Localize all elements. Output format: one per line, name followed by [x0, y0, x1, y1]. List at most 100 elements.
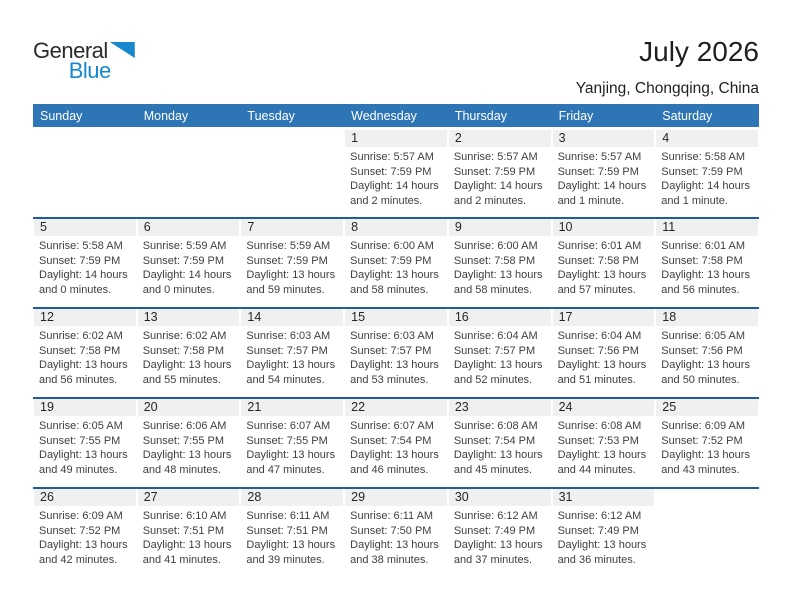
calendar-day-cell: 14 Sunrise: 6:03 AM Sunset: 7:57 PM Dayligh… — [240, 309, 344, 397]
day-details: Sunrise: 5:59 AM Sunset: 7:59 PM Daylight:… — [241, 236, 343, 297]
daylight-text: Daylight: 13 hours and 56 minutes. — [661, 269, 750, 296]
calendar-day-cell: 12 Sunrise: 6:02 AM Sunset: 7:58 PM Dayligh… — [33, 309, 137, 397]
sunset-text: Sunset: 7:56 PM — [661, 344, 743, 357]
logo-triangle-icon — [109, 42, 135, 58]
daylight-text: Daylight: 13 hours and 52 minutes. — [453, 359, 543, 386]
date-number: 1 — [345, 130, 447, 147]
calendar-day-cell: 10 Sunrise: 6:01 AM Sunset: 7:58 PM Dayligh… — [552, 219, 656, 307]
sunset-text: Sunset: 7:59 PM — [557, 165, 639, 178]
sunrise-text: Sunrise: 6:02 AM — [142, 330, 227, 342]
calendar-day-cell-empty — [240, 127, 344, 217]
sunrise-text: Sunrise: 6:04 AM — [557, 330, 642, 342]
date-number: 21 — [241, 399, 344, 416]
weekday-header-thursday: Thursday — [454, 108, 507, 123]
day-details: Sunrise: 6:08 AM Sunset: 7:53 PM Daylight:… — [553, 416, 655, 477]
calendar-day-cell: 15 Sunrise: 6:03 AM Sunset: 7:57 PM Dayligh… — [344, 309, 448, 397]
weekday-header-sunday: Sunday — [40, 108, 83, 123]
sunset-text: Sunset: 7:55 PM — [39, 434, 121, 447]
sunset-text: Sunset: 7:56 PM — [557, 344, 639, 357]
date-number: 5 — [34, 219, 136, 236]
day-details: Sunrise: 6:03 AM Sunset: 7:57 PM Daylight:… — [241, 326, 343, 387]
calendar-day-cell: 18 Sunrise: 6:05 AM Sunset: 7:56 PM Dayligh… — [655, 309, 759, 397]
daylight-text: Daylight: 13 hours and 55 minutes. — [142, 359, 232, 386]
date-number: 12 — [34, 309, 136, 326]
calendar-day-cell: 24 Sunrise: 6:08 AM Sunset: 7:53 PM Dayligh… — [552, 399, 656, 487]
date-number: 30 — [448, 489, 551, 506]
location-subtitle: Yanjing, Chongqing, China — [575, 80, 759, 97]
sunrise-text: Sunrise: 6:08 AM — [453, 420, 538, 432]
date-number: 3 — [552, 130, 655, 147]
day-details: Sunrise: 6:03 AM Sunset: 7:57 PM Daylight:… — [345, 326, 447, 387]
calendar-day-cell: 21 Sunrise: 6:07 AM Sunset: 7:55 PM Dayligh… — [240, 399, 344, 487]
sunrise-text: Sunrise: 6:03 AM — [350, 330, 434, 342]
day-details: Sunrise: 6:04 AM Sunset: 7:57 PM Daylight:… — [449, 326, 551, 387]
day-details: Sunrise: 6:07 AM Sunset: 7:54 PM Daylight:… — [345, 416, 447, 477]
sunrise-text: Sunrise: 6:11 AM — [350, 510, 434, 522]
sunrise-text: Sunrise: 5:58 AM — [661, 151, 746, 163]
sunset-text: Sunset: 7:52 PM — [661, 434, 743, 447]
daylight-text: Daylight: 13 hours and 37 minutes. — [453, 539, 543, 566]
day-details: Sunrise: 5:57 AM Sunset: 7:59 PM Daylight:… — [553, 147, 655, 208]
daylight-text: Daylight: 13 hours and 44 minutes. — [557, 449, 647, 476]
daylight-text: Daylight: 14 hours and 0 minutes. — [142, 269, 232, 296]
daylight-text: Daylight: 13 hours and 51 minutes. — [557, 359, 647, 386]
date-number: 20 — [137, 399, 240, 416]
sunset-text: Sunset: 7:59 PM — [39, 254, 121, 267]
sunrise-text: Sunrise: 6:11 AM — [246, 510, 330, 522]
daylight-text: Daylight: 13 hours and 47 minutes. — [246, 449, 336, 476]
sunset-text: Sunset: 7:49 PM — [453, 524, 536, 537]
daylight-text: Daylight: 13 hours and 38 minutes. — [350, 539, 439, 566]
sunset-text: Sunset: 7:51 PM — [246, 524, 328, 537]
sunset-text: Sunset: 7:57 PM — [453, 344, 536, 357]
sunrise-text: Sunrise: 6:09 AM — [661, 420, 746, 432]
calendar-day-cell: 4 Sunrise: 5:58 AM Sunset: 7:59 PM Daylight… — [655, 127, 759, 217]
sunrise-text: Sunrise: 6:07 AM — [246, 420, 331, 432]
sunrise-text: Sunrise: 6:01 AM — [661, 240, 746, 252]
day-details: Sunrise: 6:02 AM Sunset: 7:58 PM Daylight:… — [34, 326, 136, 387]
date-number: 17 — [552, 309, 655, 326]
calendar-day-cell: 2 Sunrise: 5:57 AM Sunset: 7:59 PM Daylight… — [448, 127, 552, 217]
day-details: Sunrise: 6:09 AM Sunset: 7:52 PM Daylight:… — [34, 506, 136, 567]
calendar-day-cell: 30 Sunrise: 6:12 AM Sunset: 7:49 PM Dayligh… — [448, 489, 552, 577]
calendar-day-cell-empty — [33, 127, 137, 217]
date-number: 8 — [345, 219, 447, 236]
daylight-text: Daylight: 13 hours and 58 minutes. — [350, 269, 439, 296]
weekday-header-wednesday: Wednesday — [351, 108, 417, 123]
sunrise-text: Sunrise: 6:00 AM — [453, 240, 538, 252]
date-number: 26 — [34, 489, 136, 506]
date-number: 16 — [448, 309, 551, 326]
calendar-day-cell: 28 Sunrise: 6:11 AM Sunset: 7:51 PM Dayligh… — [240, 489, 344, 577]
day-details: Sunrise: 5:58 AM Sunset: 7:59 PM Daylight:… — [34, 236, 136, 297]
calendar-day-cell-empty — [655, 489, 759, 577]
daylight-text: Daylight: 13 hours and 45 minutes. — [453, 449, 543, 476]
daylight-text: Daylight: 14 hours and 0 minutes. — [39, 269, 128, 296]
sunset-text: Sunset: 7:58 PM — [39, 344, 121, 357]
date-number: 10 — [552, 219, 655, 236]
sunrise-text: Sunrise: 6:03 AM — [246, 330, 331, 342]
day-details: Sunrise: 6:04 AM Sunset: 7:56 PM Daylight:… — [553, 326, 655, 387]
calendar-day-cell: 19 Sunrise: 6:05 AM Sunset: 7:55 PM Dayligh… — [33, 399, 137, 487]
sunset-text: Sunset: 7:55 PM — [246, 434, 328, 447]
calendar-day-cell: 7 Sunrise: 5:59 AM Sunset: 7:59 PM Daylight… — [240, 219, 344, 307]
day-details: Sunrise: 6:07 AM Sunset: 7:55 PM Daylight:… — [241, 416, 343, 477]
sunrise-text: Sunrise: 5:59 AM — [246, 240, 331, 252]
calendar-day-cell: 31 Sunrise: 6:12 AM Sunset: 7:49 PM Dayligh… — [552, 489, 656, 577]
daylight-text: Daylight: 13 hours and 54 minutes. — [246, 359, 336, 386]
daylight-text: Daylight: 13 hours and 41 minutes. — [142, 539, 232, 566]
date-number: 31 — [552, 489, 655, 506]
date-number: 7 — [241, 219, 344, 236]
date-number: 14 — [241, 309, 344, 326]
date-number: 15 — [345, 309, 447, 326]
calendar-day-cell: 20 Sunrise: 6:06 AM Sunset: 7:55 PM Dayligh… — [137, 399, 241, 487]
daylight-text: Daylight: 13 hours and 48 minutes. — [142, 449, 232, 476]
daylight-text: Daylight: 14 hours and 1 minute. — [557, 180, 647, 207]
calendar-day-cell: 29 Sunrise: 6:11 AM Sunset: 7:50 PM Dayligh… — [344, 489, 448, 577]
sunset-text: Sunset: 7:53 PM — [557, 434, 639, 447]
sunrise-text: Sunrise: 5:57 AM — [557, 151, 642, 163]
date-number: 23 — [448, 399, 551, 416]
sunset-text: Sunset: 7:59 PM — [661, 165, 743, 178]
calendar-day-cell: 16 Sunrise: 6:04 AM Sunset: 7:57 PM Dayligh… — [448, 309, 552, 397]
daylight-text: Daylight: 13 hours and 58 minutes. — [453, 269, 543, 296]
day-details: Sunrise: 6:10 AM Sunset: 7:51 PM Daylight:… — [138, 506, 240, 567]
